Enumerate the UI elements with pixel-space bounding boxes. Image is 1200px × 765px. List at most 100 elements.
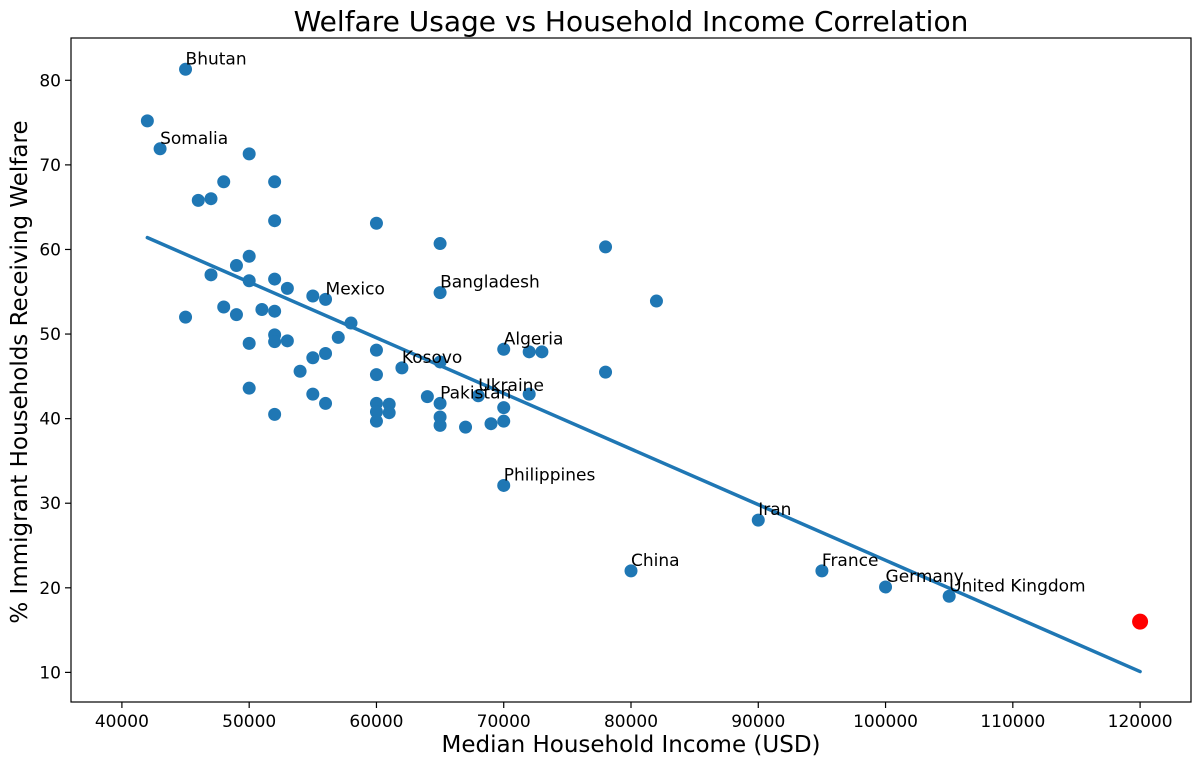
data-point [369, 216, 383, 230]
data-point [306, 289, 320, 303]
data-point [369, 414, 383, 428]
data-point [344, 316, 358, 330]
data-point [204, 268, 218, 282]
x-tick-label: 80000 [604, 712, 658, 732]
data-point [268, 272, 282, 286]
data-point [497, 401, 511, 415]
chart-title: Welfare Usage vs Household Income Correl… [294, 5, 969, 38]
data-point [471, 389, 485, 403]
trend-line [145, 235, 1142, 674]
data-point [599, 365, 613, 379]
data-point [497, 478, 511, 492]
data-point [268, 304, 282, 318]
data-point [306, 387, 320, 401]
y-tick-label: 40 [39, 410, 61, 430]
data-point [751, 513, 765, 527]
trend-line-group [145, 235, 1142, 674]
y-tick-label: 20 [39, 579, 61, 599]
data-point [331, 330, 345, 344]
data-points [140, 62, 1149, 630]
data-point [624, 564, 638, 578]
x-tick-label: 100000 [853, 712, 918, 732]
data-point [420, 390, 434, 404]
data-point [268, 214, 282, 228]
y-tick-label: 70 [39, 156, 61, 176]
data-point [242, 336, 256, 350]
data-point [280, 334, 294, 348]
point-label: Germany [886, 567, 964, 587]
x-tick-label: 90000 [731, 712, 785, 732]
y-axis-label: % Immigrant Households Receiving Welfare [7, 120, 33, 623]
data-point [879, 580, 893, 594]
data-point [319, 347, 333, 361]
point-label: Algeria [504, 329, 564, 349]
data-point [191, 193, 205, 207]
point-label: Mexico [326, 279, 385, 299]
data-point [369, 343, 383, 357]
data-point [497, 342, 511, 356]
data-point [153, 142, 167, 156]
point-label: China [631, 551, 680, 571]
data-point [433, 418, 447, 432]
x-tick-label: 110000 [980, 712, 1045, 732]
point-label: Iran [758, 500, 791, 520]
data-point [179, 310, 193, 324]
point-label: France [822, 551, 879, 571]
y-tick-label: 30 [39, 494, 61, 514]
point-label: Somalia [160, 129, 228, 149]
data-point [217, 175, 231, 189]
y-tick-label: 50 [39, 325, 61, 345]
data-point [229, 259, 243, 273]
data-point [293, 364, 307, 378]
data-point [522, 387, 536, 401]
point-label: United Kingdom [949, 576, 1085, 596]
data-point [242, 249, 256, 263]
data-point [319, 292, 333, 306]
data-point [319, 396, 333, 410]
data-point [242, 274, 256, 288]
data-point [433, 396, 447, 410]
point-label: Pakistan [440, 383, 511, 403]
data-point [815, 564, 829, 578]
point-label: Bhutan [186, 49, 247, 69]
data-point [433, 237, 447, 251]
data-point [459, 420, 473, 434]
y-tick-label: 60 [39, 240, 61, 260]
data-point [535, 345, 549, 359]
data-point [268, 407, 282, 421]
data-point [179, 62, 193, 76]
data-point [140, 114, 154, 128]
y-tick-label: 80 [39, 71, 61, 91]
x-tick-label: 60000 [349, 712, 403, 732]
axis-ticks: 40000 50000 60000 70000 80000 90000 100000 1100… [39, 71, 1172, 732]
data-point [382, 406, 396, 420]
data-point [229, 308, 243, 322]
data-point [268, 175, 282, 189]
data-point [280, 281, 294, 295]
data-point [433, 355, 447, 369]
data-point [204, 192, 218, 206]
data-point [242, 381, 256, 395]
x-tick-label: 70000 [477, 712, 531, 732]
data-point [497, 414, 511, 428]
point-labels: Bhutan Somalia Mexico Bangladesh Algeria Koso… [160, 49, 1086, 596]
plot-frame [70, 37, 1192, 703]
data-point [599, 240, 613, 254]
x-axis-label: Median Household Income (USD) [441, 732, 820, 758]
y-tick-label: 10 [39, 663, 61, 683]
x-tick-label: 40000 [95, 712, 149, 732]
x-tick-label: 50000 [222, 712, 276, 732]
data-point [942, 589, 956, 603]
point-label: Philippines [504, 465, 596, 485]
data-point [255, 303, 269, 317]
data-point [395, 361, 409, 375]
data-point [433, 286, 447, 300]
data-point [484, 417, 498, 431]
data-point [268, 335, 282, 349]
data-point [369, 368, 383, 382]
point-label: Ukraine [478, 376, 544, 396]
point-label: Bangladesh [440, 273, 540, 293]
point-label: Kosovo [402, 348, 462, 368]
data-point [369, 405, 383, 419]
